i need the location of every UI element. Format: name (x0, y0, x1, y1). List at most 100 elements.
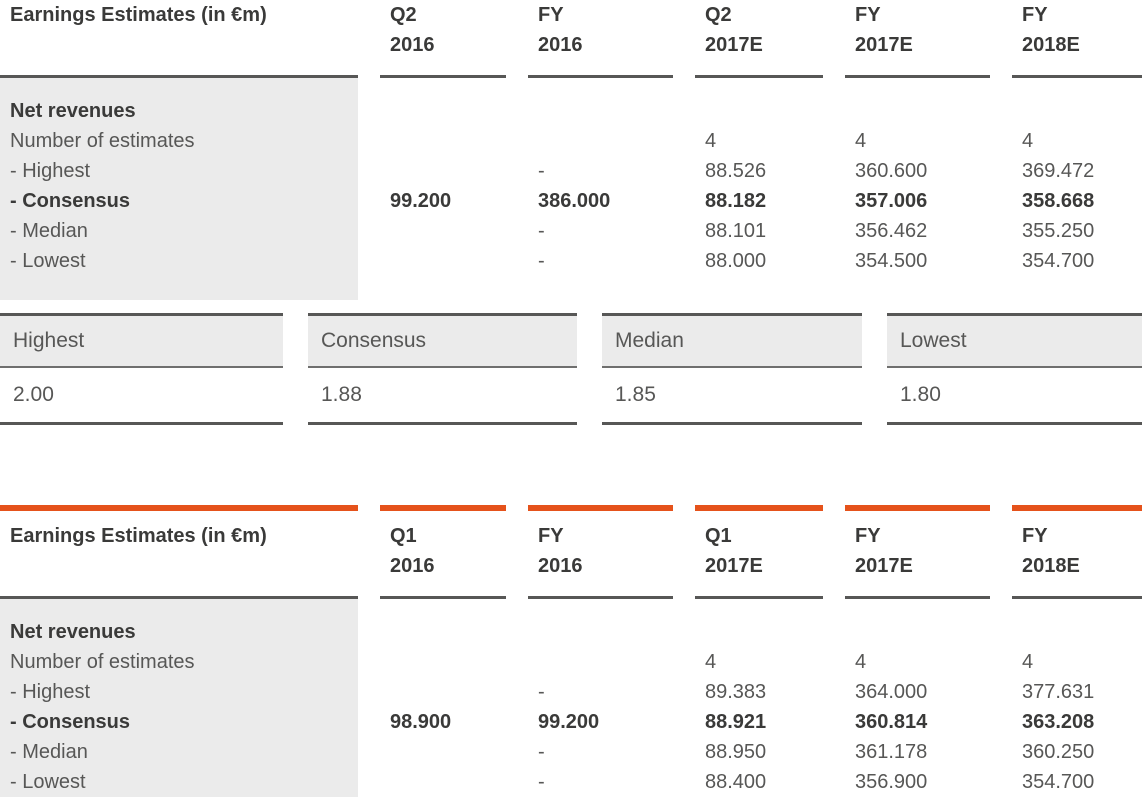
cell-value: 88.921 (705, 711, 767, 733)
spacer (390, 96, 506, 126)
cell-value: 355.250 (1022, 220, 1095, 242)
cell-value: 363.208 (1022, 711, 1095, 733)
cell-value: - (538, 160, 545, 182)
row-label: - Highest (10, 160, 91, 182)
values-column-fy-2016: - 99.200 - - (528, 599, 673, 797)
cell-value (390, 126, 506, 156)
spacer (855, 96, 990, 126)
card-value: 1.80 (887, 368, 1142, 422)
cell-value: 88.400 (705, 771, 767, 793)
accent-bar (528, 505, 673, 511)
row-label: - Lowest (10, 250, 86, 272)
values-column-q2-2017e: 4 88.526 88.182 88.101 88.000 (695, 78, 823, 300)
column-header-fy-2016: FY 2016 (528, 521, 673, 599)
cell-value: 4 (855, 130, 867, 152)
spacer (538, 96, 673, 126)
cell-value: - (538, 741, 545, 763)
column-header-q1-2017e: Q1 2017E (695, 521, 823, 599)
accent-bar (845, 505, 990, 511)
table-q1-body: Net revenues Number of estimates - Highe… (0, 599, 1142, 797)
cell-value: 4 (1022, 130, 1034, 152)
column-year: 2017E (705, 555, 763, 577)
column-header-fy-2017e: FY 2017E (845, 0, 990, 78)
cell-value: 377.631 (1022, 681, 1095, 703)
column-period: FY (855, 525, 881, 547)
spacer (855, 617, 990, 647)
cell-value (390, 246, 506, 276)
cell-value: 88.950 (705, 741, 767, 763)
column-period: Q1 (390, 525, 417, 547)
accent-bar (0, 505, 358, 511)
values-column-fy-2016: - 386.000 - - (528, 78, 673, 300)
section-label: Net revenues (10, 621, 136, 643)
values-column-fy-2017e: 4 360.600 357.006 356.462 354.500 (845, 78, 990, 300)
column-period: Q1 (705, 525, 732, 547)
cell-value (390, 156, 506, 186)
cell-value: 354.700 (1022, 771, 1095, 793)
table-q2-title: Earnings Estimates (in €m) (0, 0, 358, 78)
accent-bar (695, 505, 823, 511)
card-label: Consensus (308, 316, 577, 368)
cell-value: 356.462 (855, 220, 928, 242)
accent-bars-row (0, 505, 1142, 511)
column-period: FY (538, 4, 564, 26)
cell-value: 360.600 (855, 160, 928, 182)
row-label: - Consensus (10, 190, 131, 212)
values-column-fy-2017e: 4 364.000 360.814 361.178 356.900 (845, 599, 990, 797)
cell-value: 356.900 (855, 771, 928, 793)
cell-value: 99.200 (538, 711, 600, 733)
column-year: 2017E (705, 34, 763, 56)
cell-value: 364.000 (855, 681, 928, 703)
cell-value (538, 126, 673, 156)
cell-value (538, 647, 673, 677)
spacer (538, 617, 673, 647)
column-year: 2018E (1022, 555, 1080, 577)
cell-value: 4 (855, 651, 867, 673)
column-year: 2016 (538, 34, 583, 56)
column-header-fy-2017e: FY 2017E (845, 521, 990, 599)
card-value: 1.88 (308, 368, 577, 422)
cell-value: 4 (705, 130, 717, 152)
column-header-fy-2016: FY 2016 (528, 0, 673, 78)
column-year: 2016 (390, 34, 435, 56)
cell-value (390, 677, 506, 707)
card-value: 2.00 (0, 368, 283, 422)
column-header-q2-2017e: Q2 2017E (695, 0, 823, 78)
spacer (390, 617, 506, 647)
cell-value: - (538, 681, 545, 703)
earnings-table-q2: Earnings Estimates (in €m) Q2 2016 FY 20… (0, 0, 1142, 300)
row-label: - Lowest (10, 771, 86, 793)
cell-value: 98.900 (390, 711, 452, 733)
cell-value: 99.200 (390, 190, 452, 212)
card-label: Highest (0, 316, 283, 368)
cell-value: 88.000 (705, 250, 767, 272)
cell-value: 4 (705, 651, 717, 673)
column-header-fy-2018e: FY 2018E (1012, 521, 1142, 599)
cell-value: - (538, 771, 545, 793)
column-year: 2016 (390, 555, 435, 577)
column-header-q1-2016: Q1 2016 (380, 521, 506, 599)
values-column-q1-2017e: 4 89.383 88.921 88.950 88.400 (695, 599, 823, 797)
cell-value: - (538, 220, 545, 242)
values-column-fy-2018e: 4 369.472 358.668 355.250 354.700 (1012, 78, 1142, 300)
cell-value: 88.101 (705, 220, 767, 242)
values-column-q2-2016: 99.200 (380, 78, 506, 300)
card-label: Median (602, 316, 862, 368)
cell-value: 4 (1022, 651, 1034, 673)
row-labels-column: Net revenues Number of estimates - Highe… (0, 78, 358, 300)
table-q1-header-row: Earnings Estimates (in €m) Q1 2016 FY 20… (0, 521, 1142, 599)
eps-summary-cards: Highest 2.00 Consensus 1.88 Median 1.85 … (0, 313, 1142, 425)
spacer (705, 617, 823, 647)
cell-value: 357.006 (855, 190, 928, 212)
row-label: Number of estimates (10, 130, 195, 152)
spacer (705, 96, 823, 126)
row-label: - Median (10, 741, 88, 763)
table-q1-title: Earnings Estimates (in €m) (0, 521, 358, 599)
cell-value: 88.182 (705, 190, 767, 212)
earnings-table-q1: Earnings Estimates (in €m) Q1 2016 FY 20… (0, 505, 1142, 797)
row-label: - Consensus (10, 711, 131, 733)
cell-value: 386.000 (538, 190, 611, 212)
summary-card-lowest: Lowest 1.80 (887, 313, 1142, 425)
column-period: FY (855, 4, 881, 26)
